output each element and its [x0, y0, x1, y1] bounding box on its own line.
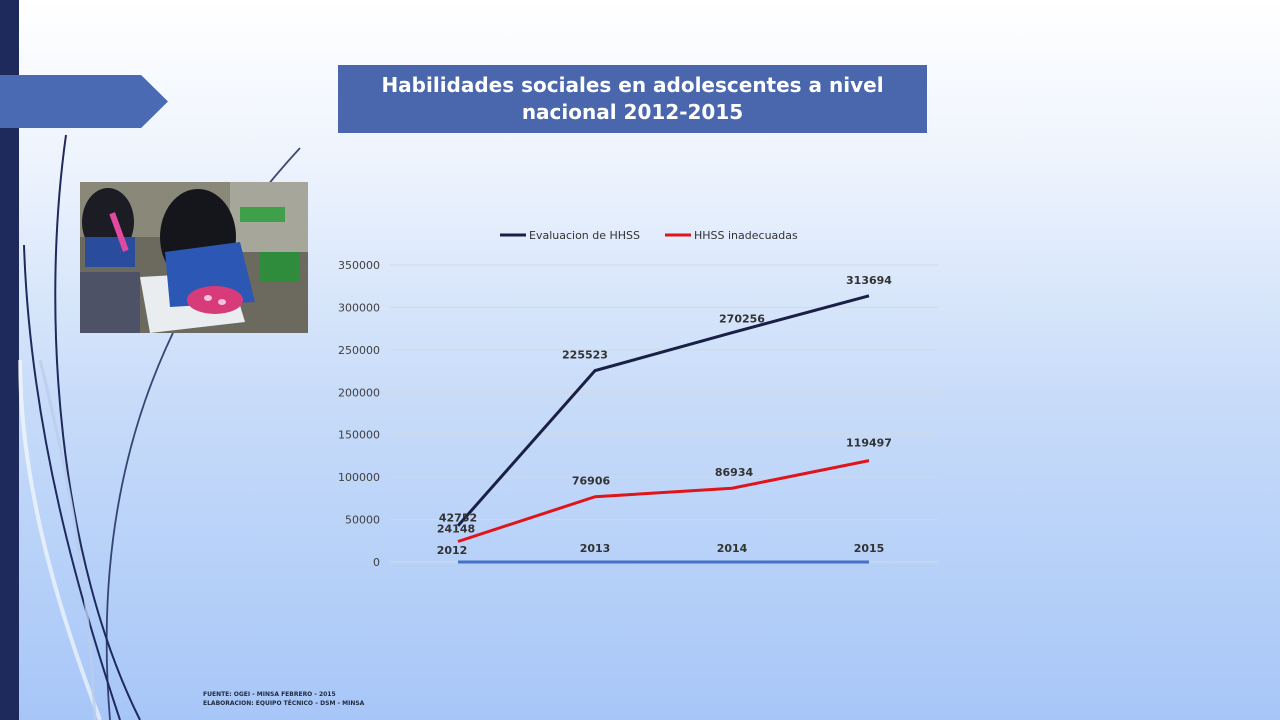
x-tick-label: 2015	[854, 542, 885, 555]
legend-label: Evaluacion de HHSS	[529, 229, 640, 242]
data-label: 270256	[719, 313, 765, 326]
arrow-tab-decoration	[0, 75, 168, 128]
y-tick-label: 300000	[338, 301, 380, 314]
data-label: 42752	[439, 512, 477, 525]
data-label: 313694	[846, 274, 892, 287]
y-tick-label: 150000	[338, 429, 380, 442]
data-label: 225523	[562, 349, 608, 362]
left-accent-bar	[0, 0, 19, 720]
y-tick-label: 250000	[338, 344, 380, 357]
x-tick-label: 2012	[437, 544, 468, 557]
x-tick-label: 2013	[580, 542, 611, 555]
data-label: 86934	[715, 466, 754, 479]
data-label: 76906	[572, 475, 611, 488]
series-line	[456, 294, 870, 527]
footer-elaboration: ELABORACION: EQUIPO TÉCNICO – DSM - MINS…	[203, 700, 365, 707]
students-photo	[80, 182, 308, 333]
line-chart: 0 50000 100000 150000 200000 250000 300000 3500…	[338, 229, 938, 569]
x-tick-label: 2014	[717, 542, 748, 555]
footer-notes: FUENTE: OGEI - MINSA FEBRERO - 2015 ELAB…	[203, 690, 364, 708]
page-title: Habilidades sociales en adolescentes a n…	[381, 73, 884, 124]
legend-label: HHSS inadecuadas	[694, 229, 798, 242]
y-tick-label: 100000	[338, 471, 380, 484]
data-label: 24148	[437, 523, 475, 536]
students-writing-photo-icon	[80, 182, 308, 333]
y-tick-label: 200000	[338, 386, 380, 399]
decorative-curves	[18, 134, 301, 720]
y-tick-label: 50000	[345, 514, 380, 527]
footer-source: FUENTE: OGEI - MINSA FEBRERO - 2015	[203, 691, 336, 698]
y-tick-label: 0	[373, 556, 380, 569]
data-label: 119497	[846, 437, 892, 450]
series-line	[457, 459, 870, 543]
chart-title-box: Habilidades sociales en adolescentes a n…	[338, 65, 927, 133]
y-tick-label: 350000	[338, 259, 380, 272]
